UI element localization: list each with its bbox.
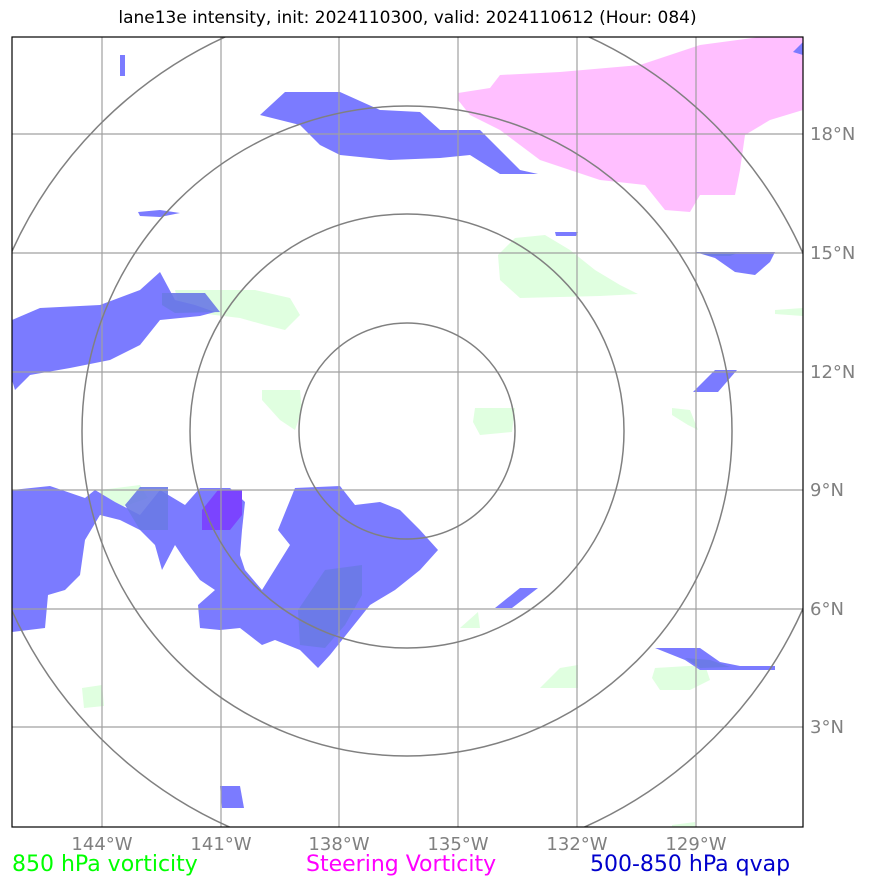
- legend-850-vorticity: 850 hPa vorticity: [12, 852, 198, 877]
- lon-label-141w: 141°W: [190, 834, 251, 855]
- steering-vorticity-region: [458, 37, 803, 212]
- range-rings: [12, 37, 803, 827]
- lon-label-135w: 135°W: [427, 834, 488, 855]
- overlap-region-violet: [202, 490, 242, 530]
- map-fields: [12, 37, 803, 827]
- lon-label-129w: 129°W: [665, 834, 726, 855]
- lon-label-144w: 144°W: [71, 834, 132, 855]
- map-title: lane13e intensity, init: 2024110300, val…: [118, 8, 697, 28]
- legend-qvap: 500-850 hPa qvap: [590, 852, 791, 877]
- legend-steering-vorticity: Steering Vorticity: [306, 852, 497, 877]
- lon-label-132w: 132°W: [546, 834, 607, 855]
- graticule: [12, 37, 803, 827]
- map-frame: [11, 36, 804, 828]
- lat-label-15n: 15°N: [810, 243, 855, 264]
- lat-label-3n: 3°N: [810, 717, 844, 738]
- lat-label-12n: 12°N: [810, 362, 855, 383]
- lat-label-9n: 9°N: [810, 480, 844, 501]
- lon-label-138w: 138°W: [308, 834, 369, 855]
- lat-label-6n: 6°N: [810, 599, 844, 620]
- lat-label-18n: 18°N: [810, 124, 855, 145]
